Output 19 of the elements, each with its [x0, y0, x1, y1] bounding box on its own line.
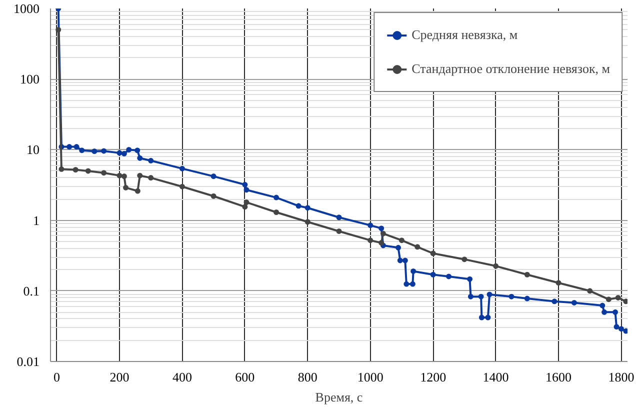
- x-tick-label: 200: [110, 370, 130, 384]
- x-tick-label: 1400: [482, 370, 509, 384]
- y-tick-label: 100: [20, 72, 40, 87]
- y-tick-label: 10: [26, 142, 40, 158]
- y-tick-label: 0.1: [23, 283, 40, 298]
- y-tick-label: 0.01: [16, 354, 40, 369]
- x-tick-label: 1600: [546, 370, 572, 384]
- x-tick-label: 800: [298, 370, 318, 384]
- x-axis-title: Время, с: [315, 390, 363, 404]
- legend-label: Средняя невязка, м: [412, 27, 518, 43]
- y-tick-label: 1: [33, 212, 40, 228]
- x-tick-label: 0: [54, 370, 60, 384]
- x-tick-label: 400: [172, 370, 192, 384]
- x-tick-label: 600: [235, 370, 255, 384]
- x-tick-label: 1800: [608, 370, 634, 384]
- x-tick-label: 1000: [357, 370, 384, 384]
- legend-label: Стандартное отклонение невязок, м: [412, 61, 610, 77]
- x-tick-label: 1200: [420, 370, 446, 384]
- y-tick-label: 1000: [14, 1, 40, 16]
